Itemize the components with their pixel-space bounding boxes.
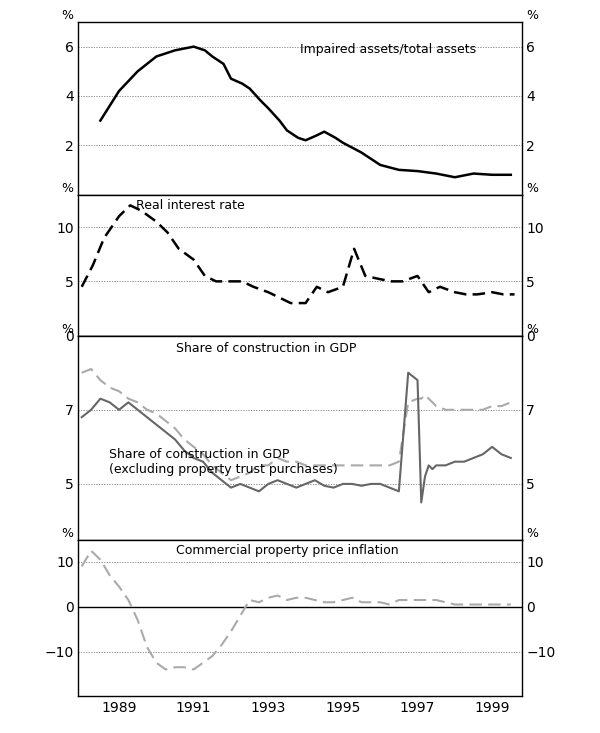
Text: %: % — [62, 182, 74, 194]
Text: Real interest rate: Real interest rate — [136, 199, 244, 212]
Text: %: % — [526, 9, 538, 22]
Text: %: % — [62, 9, 74, 22]
Text: %: % — [526, 182, 538, 194]
Text: Share of construction in GDP: Share of construction in GDP — [176, 342, 356, 355]
Text: Impaired assets/total assets: Impaired assets/total assets — [300, 43, 476, 56]
Text: Share of construction in GDP
(excluding property trust purchases): Share of construction in GDP (excluding … — [109, 448, 338, 476]
Text: %: % — [62, 323, 74, 336]
Text: Commercial property price inflation: Commercial property price inflation — [176, 544, 398, 557]
Text: %: % — [62, 526, 74, 539]
Text: %: % — [526, 323, 538, 336]
Text: %: % — [526, 526, 538, 539]
